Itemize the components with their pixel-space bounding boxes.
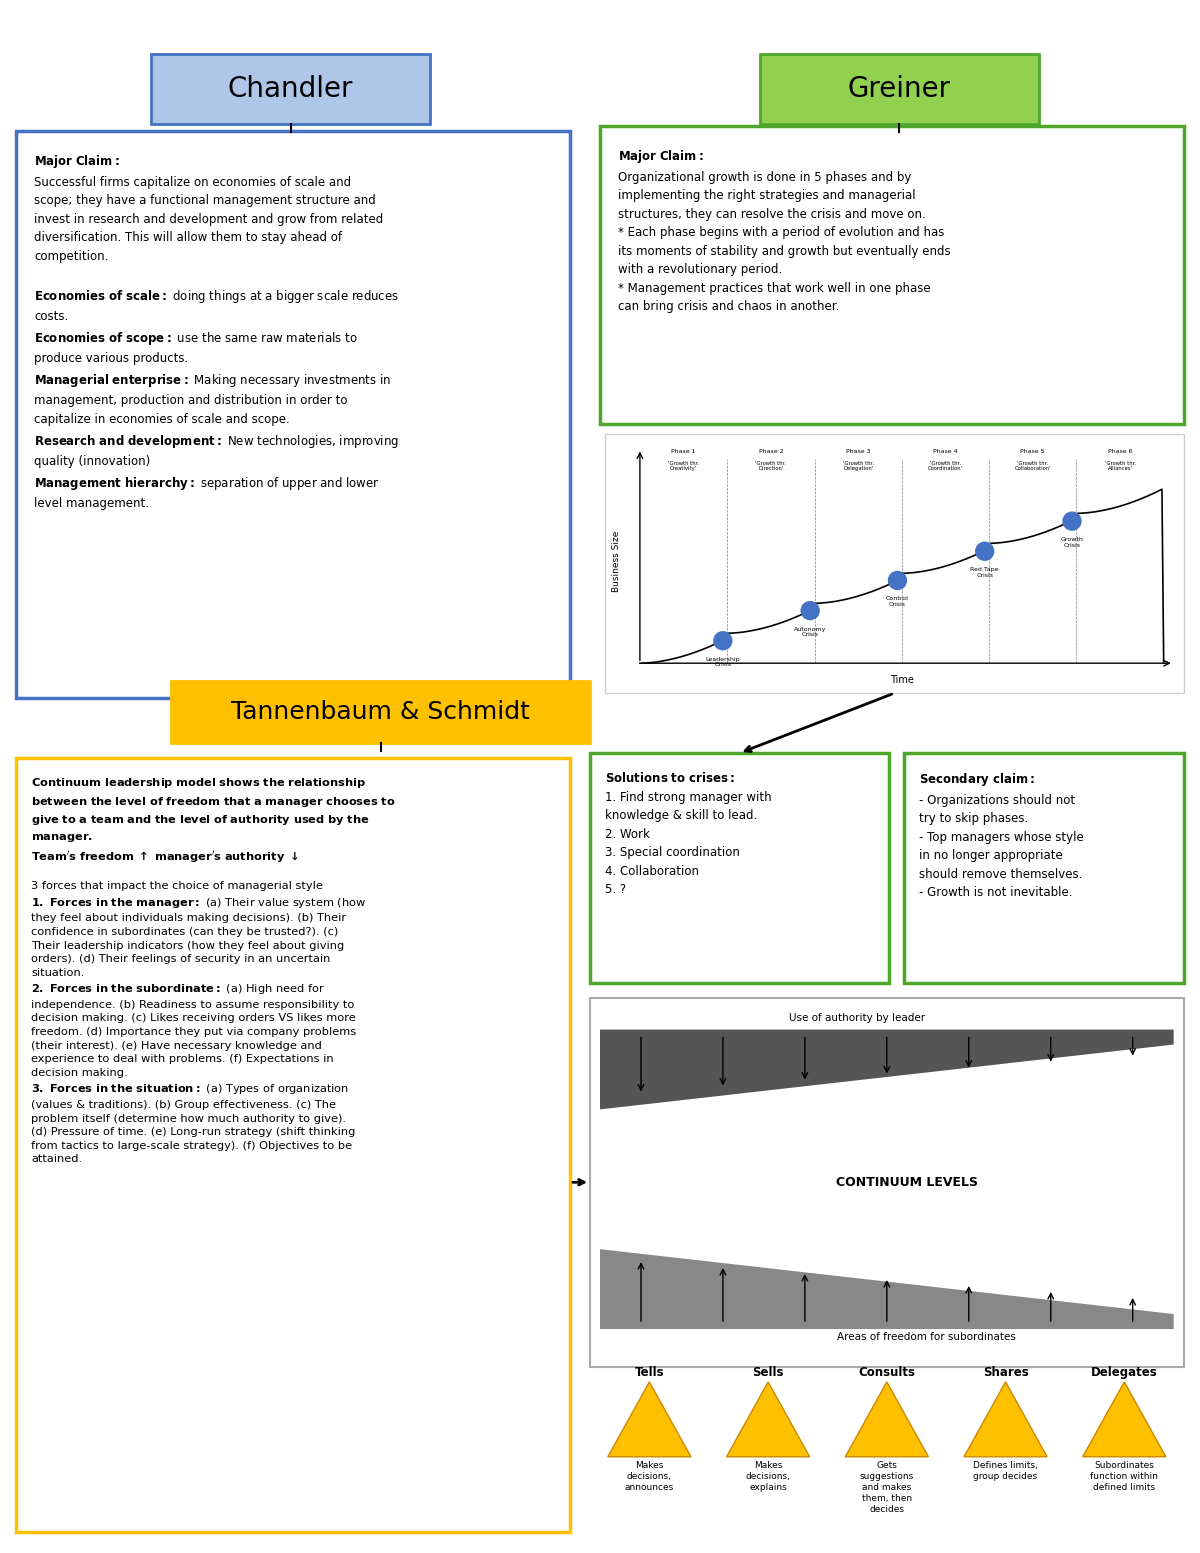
Text: Phase 6: Phase 6 xyxy=(1108,449,1133,453)
Text: Defines limits,
group decides: Defines limits, group decides xyxy=(973,1461,1038,1482)
Bar xyxy=(17,758,570,1531)
Text: Phase 3: Phase 3 xyxy=(846,449,870,453)
Text: $\bf{Major\ Claim:}$
Organizational growth is done in 5 phases and by
implementi: $\bf{Major\ Claim:}$ Organizational grow… xyxy=(618,148,950,314)
Text: 'Growth thr.
Alliances': 'Growth thr. Alliances' xyxy=(1104,461,1135,472)
Text: Phase 5: Phase 5 xyxy=(1020,449,1045,453)
Bar xyxy=(151,54,431,124)
Text: Phase 2: Phase 2 xyxy=(758,449,784,453)
Text: Greiner: Greiner xyxy=(847,75,950,102)
Circle shape xyxy=(802,601,820,620)
Bar xyxy=(590,753,889,983)
Polygon shape xyxy=(845,1382,929,1457)
Bar xyxy=(590,997,1183,1367)
Text: $\bf{Continuum\ leadership\ model\ shows\ the\ relationship}$
$\bf{between\ the\: $\bf{Continuum\ leadership\ model\ shows… xyxy=(31,776,396,1165)
Polygon shape xyxy=(608,1382,691,1457)
Circle shape xyxy=(976,542,994,561)
Text: Subordinates
function within
defined limits: Subordinates function within defined lim… xyxy=(1091,1461,1158,1492)
Polygon shape xyxy=(726,1382,810,1457)
Polygon shape xyxy=(964,1382,1048,1457)
Text: Control
Crisis: Control Crisis xyxy=(886,596,908,607)
Text: 'Growth thr.
Collaboration': 'Growth thr. Collaboration' xyxy=(1014,461,1051,472)
Text: $\bf{Secondary\ claim:}$
- Organizations should not
try to skip phases.
- Top ma: $\bf{Secondary\ claim:}$ - Organizations… xyxy=(919,770,1084,899)
Text: Phase 1: Phase 1 xyxy=(671,449,696,453)
Text: Autonomy
Crisis: Autonomy Crisis xyxy=(794,626,827,637)
Text: Red Tape
Crisis: Red Tape Crisis xyxy=(971,567,998,578)
Text: Areas of freedom for subordinates: Areas of freedom for subordinates xyxy=(838,1332,1016,1342)
Text: Chandler: Chandler xyxy=(228,75,354,102)
Bar xyxy=(600,126,1183,424)
Text: Sells: Sells xyxy=(752,1367,784,1379)
Text: 'Growth thr.
Creativity': 'Growth thr. Creativity' xyxy=(668,461,700,472)
Text: $\bf{Solutions\ to\ crises:}$
1. Find strong manager with
knowledge & skill to l: $\bf{Solutions\ to\ crises:}$ 1. Find st… xyxy=(605,770,772,896)
Bar xyxy=(605,433,1183,693)
Bar xyxy=(17,130,570,699)
Text: Use of authority by leader: Use of authority by leader xyxy=(788,1013,925,1022)
Text: Tells: Tells xyxy=(635,1367,664,1379)
Polygon shape xyxy=(1082,1382,1166,1457)
Text: 'Growth thr.
Direction': 'Growth thr. Direction' xyxy=(755,461,786,472)
Text: Phase 4: Phase 4 xyxy=(934,449,958,453)
Text: Leadership
Crisis: Leadership Crisis xyxy=(706,657,740,668)
Text: CONTINUUM LEVELS: CONTINUUM LEVELS xyxy=(835,1176,978,1188)
Text: Shares: Shares xyxy=(983,1367,1028,1379)
Text: Delegates: Delegates xyxy=(1091,1367,1158,1379)
Text: $\bf{Major\ Claim:}$
Successful firms capitalize on economies of scale and
scope: $\bf{Major\ Claim:}$ Successful firms ca… xyxy=(35,154,400,509)
Circle shape xyxy=(1063,512,1081,530)
Bar xyxy=(170,682,590,742)
Polygon shape xyxy=(600,1030,1174,1109)
Circle shape xyxy=(888,572,906,590)
Text: Makes
decisions,
explains: Makes decisions, explains xyxy=(745,1461,791,1492)
Text: Growth
Crisis: Growth Crisis xyxy=(1061,537,1084,548)
Text: Time: Time xyxy=(890,676,913,685)
Polygon shape xyxy=(600,1249,1174,1329)
Text: 'Growth thr.
Coordination': 'Growth thr. Coordination' xyxy=(928,461,964,472)
Text: 'Growth thr.
Delegation': 'Growth thr. Delegation' xyxy=(842,461,874,472)
Text: Consults: Consults xyxy=(858,1367,916,1379)
Text: Makes
decisions,
announces: Makes decisions, announces xyxy=(625,1461,674,1492)
Bar xyxy=(905,753,1183,983)
Text: Business Size: Business Size xyxy=(612,530,622,592)
Text: Tannenbaum & Schmidt: Tannenbaum & Schmidt xyxy=(232,700,530,724)
Text: Gets
suggestions
and makes
them, then
decides: Gets suggestions and makes them, then de… xyxy=(859,1461,914,1514)
Circle shape xyxy=(714,632,732,649)
Bar xyxy=(760,54,1039,124)
